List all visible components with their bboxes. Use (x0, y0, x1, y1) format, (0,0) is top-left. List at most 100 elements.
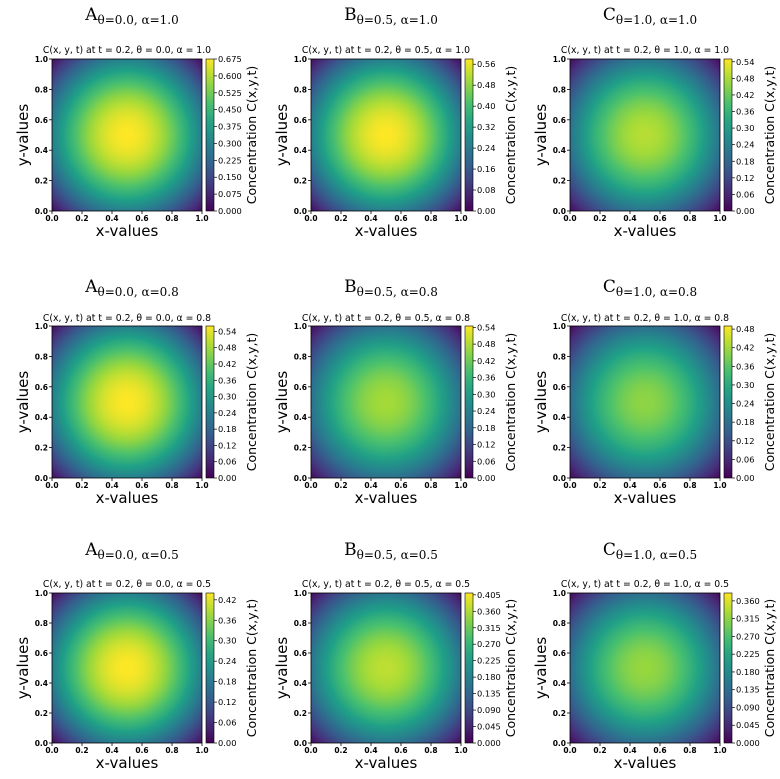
colorbar-label: Concentration C(x,y,t) (762, 333, 777, 472)
colorbar-label: Concentration C(x,y,t) (503, 66, 518, 205)
y-tick-label: 0.8 (553, 85, 566, 94)
y-tick-label: 0.8 (35, 619, 48, 628)
y-tick-label: 0.2 (553, 177, 566, 186)
colorbar-tick-label: 0.00 (218, 738, 236, 748)
x-tick-label: 0.2 (593, 214, 606, 223)
y-axis-label: y-values (14, 371, 32, 434)
heatmap-field (570, 326, 720, 478)
x-tick-label: 0.2 (75, 746, 88, 755)
colorbar-tick-label: 0.675 (218, 54, 242, 64)
colorbar-tick-label: 0.12 (218, 697, 236, 707)
colorbar-tick-label: 0.045 (477, 722, 501, 732)
y-tick-label: 0.2 (553, 444, 566, 453)
colorbar-tick-label: 0.135 (736, 685, 760, 695)
y-tick-label: 1.0 (35, 322, 48, 331)
x-axis-label: x-values (96, 489, 159, 507)
y-axis-label: y-values (14, 637, 32, 700)
panel-c-2: Cθ=1.0, α=0.8 C(x, y, t) at t = 0.2, θ = … (532, 277, 777, 507)
heatmap-field (570, 593, 720, 743)
y-tick-label: 0.2 (35, 444, 48, 453)
colorbar-tick-label: 0.36 (736, 107, 754, 117)
panel-label: Aθ=0.0, α=1.0 (84, 5, 179, 27)
x-tick-label: 1.0 (195, 746, 208, 755)
panel-a-1: Aθ=0.0, α=1.0 C(x, y, t) at t = 0.2, θ = … (14, 5, 259, 240)
colorbar-tick-label: 0.225 (477, 656, 501, 666)
colorbar-tick-label: 0.18 (218, 424, 236, 434)
colorbar-tick-label: 0.00 (477, 206, 495, 216)
plot-title: C(x, y, t) at t = 0.2, θ = 0.0, α = 0.8 (43, 313, 211, 324)
colorbar-tick-label: 0.150 (218, 172, 242, 182)
colorbar-tick-label: 0.090 (736, 702, 760, 712)
plot-frame (310, 592, 462, 744)
colorbar-tick-label: 0.18 (736, 417, 754, 427)
colorbar-tick-label: 0.405 (477, 590, 501, 600)
colorbar-tick-label: 0.16 (477, 164, 495, 174)
y-tick-label: 0.8 (294, 352, 307, 361)
plot-title: C(x, y, t) at t = 0.2, θ = 0.0, α = 0.5 (43, 579, 211, 590)
colorbar-tick-label: 0.54 (477, 322, 495, 332)
colorbar-tick-label: 0.08 (477, 185, 495, 195)
panel-subscript: θ=0.0, α=0.5 (98, 548, 179, 562)
colorbar-tick-label: 0.18 (477, 423, 495, 433)
x-axis-label: x-values (355, 754, 418, 772)
y-tick-label: 0.6 (35, 383, 48, 392)
panel-subscript: θ=0.5, α=1.0 (357, 13, 438, 27)
y-tick-label: 1.0 (294, 322, 307, 331)
x-tick-label: 0.8 (424, 746, 437, 755)
colorbar-tick-label: 0.06 (477, 456, 495, 466)
colorbar-tick-label: 0.30 (218, 636, 236, 646)
plot-title: C(x, y, t) at t = 0.2, θ = 1.0, α = 0.5 (561, 579, 729, 590)
panel-letter: A (84, 277, 98, 297)
colorbar-tick-label: 0.24 (477, 406, 495, 416)
x-tick-label: 0.4 (364, 214, 377, 223)
x-tick-label: 1.0 (454, 214, 467, 223)
y-tick-label: 1.0 (35, 589, 48, 598)
plot-frame (569, 58, 721, 212)
x-tick-label: 0.2 (334, 746, 347, 755)
panel-b-2: Bθ=0.5, α=0.8 C(x, y, t) at t = 0.2, θ = … (273, 277, 518, 507)
x-tick-label: 1.0 (713, 746, 726, 755)
colorbar-tick-label: 0.360 (736, 596, 760, 606)
panel-subscript: θ=0.5, α=0.8 (357, 285, 438, 299)
x-tick-label: 0.0 (45, 481, 58, 490)
colorbar-tick-label: 0.225 (218, 155, 242, 165)
x-tick-label: 0.8 (165, 481, 178, 490)
colorbar (205, 325, 215, 479)
x-tick-label: 0.6 (394, 746, 407, 755)
colorbar-tick-label: 0.12 (477, 440, 495, 450)
colorbar-tick-label: 0.315 (477, 623, 501, 633)
colorbar-tick-label: 0.48 (736, 73, 754, 83)
colorbar (464, 325, 474, 479)
panel-b-3: Bθ=0.5, α=0.5 C(x, y, t) at t = 0.2, θ = … (273, 540, 518, 772)
y-tick-label: 0.4 (35, 146, 48, 155)
panel-letter: C (603, 5, 616, 25)
colorbar-tick-label: 0.42 (218, 359, 236, 369)
y-tick-label: 0.2 (35, 177, 48, 186)
colorbar-tick-label: 0.000 (477, 738, 501, 748)
x-tick-label: 0.2 (75, 481, 88, 490)
colorbar-tick-label: 0.24 (218, 656, 236, 666)
x-axis-label: x-values (355, 489, 418, 507)
colorbar-tick-label: 0.00 (736, 473, 754, 483)
heatmap-field (311, 593, 461, 743)
panel-a-3: Aθ=0.0, α=0.5 C(x, y, t) at t = 0.2, θ = … (14, 540, 259, 772)
panel-subscript: θ=1.0, α=1.0 (616, 13, 697, 27)
colorbar (205, 592, 215, 744)
y-tick-label: 0.6 (35, 649, 48, 658)
colorbar-tick-label: 0.375 (218, 122, 242, 132)
colorbar-tick-label: 0.48 (736, 324, 754, 334)
panel-label: Bθ=0.5, α=0.5 (344, 540, 438, 562)
x-tick-label: 0.0 (304, 481, 317, 490)
colorbar-tick-label: 0.24 (736, 140, 754, 150)
colorbar-tick-label: 0.30 (477, 389, 495, 399)
colorbar-tick-label: 0.315 (736, 614, 760, 624)
colorbar-tick-label: 0.000 (736, 738, 760, 748)
y-tick-label: 0.6 (553, 116, 566, 125)
panel-subscript: θ=0.0, α=0.8 (98, 285, 179, 299)
x-axis-label: x-values (96, 222, 159, 240)
heatmap-field (311, 326, 461, 478)
colorbar-tick-label: 0.300 (218, 138, 242, 148)
x-tick-label: 0.8 (165, 746, 178, 755)
y-tick-label: 0.8 (35, 85, 48, 94)
